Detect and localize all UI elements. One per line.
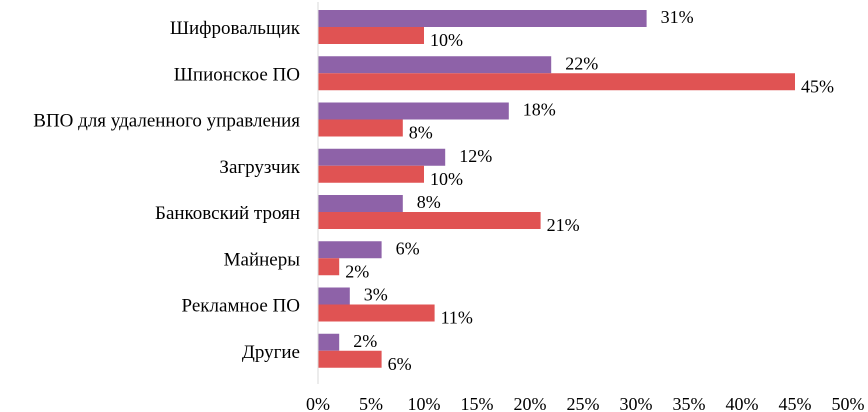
- x-tick-label: 30%: [620, 394, 653, 412]
- bar-series-2: [318, 350, 382, 368]
- data-label-series-2: 11%: [441, 308, 473, 328]
- x-axis-tick-labels: 0% 5% 10% 15% 20% 25% 30% 35% 40% 45% 50%: [306, 394, 865, 412]
- data-label-series-1: 6%: [396, 238, 420, 258]
- data-label-series-2: 10%: [430, 169, 463, 189]
- bar-series-2: [318, 119, 403, 137]
- x-tick-label: 5%: [359, 394, 383, 412]
- bar-series-1: [318, 102, 509, 120]
- data-label-series-2: 21%: [547, 215, 580, 235]
- x-tick-label: 45%: [779, 394, 812, 412]
- bar-series-1: [318, 287, 350, 305]
- bar-series-2: [318, 304, 435, 322]
- category-label: Шпионское ПО: [174, 64, 300, 85]
- bar-series-2: [318, 73, 795, 91]
- bar-series-1: [318, 333, 340, 351]
- data-label-series-2: 6%: [388, 354, 412, 374]
- bar-series-1: [318, 148, 446, 166]
- category-label: Загрузчик: [219, 157, 300, 178]
- x-tick-label: 25%: [567, 394, 600, 412]
- bar-series-2: [318, 212, 541, 229]
- bar-series-1: [318, 195, 403, 212]
- category-label: Другие: [242, 342, 300, 363]
- bar-series-1: [318, 10, 647, 27]
- bar-series-2: [318, 165, 424, 183]
- bars-layer: [318, 10, 795, 368]
- category-label: ВПО для удаленного управления: [33, 111, 300, 132]
- bar-series-1: [318, 241, 382, 259]
- x-tick-label: 35%: [673, 394, 706, 412]
- bar-series-2: [318, 27, 424, 44]
- category-labels-layer: Шифровальщик Шпионское ПО ВПО для удаленно…: [33, 18, 300, 363]
- data-label-series-1: 2%: [353, 331, 377, 351]
- category-label: Майнеры: [224, 249, 301, 270]
- x-tick-label: 40%: [726, 394, 759, 412]
- x-tick-label: 20%: [514, 394, 547, 412]
- bar-series-2: [318, 258, 340, 276]
- data-label-series-2: 8%: [409, 123, 433, 143]
- data-label-series-2: 10%: [430, 30, 463, 50]
- category-label: Банковский троян: [155, 203, 300, 224]
- data-label-series-1: 18%: [523, 100, 556, 120]
- bar-series-1: [318, 56, 552, 74]
- data-labels-layer: 31% 10% 22% 45% 18% 8% 12% 10% 8% 21% 6% 2% 3% 11% 2% 6…: [345, 7, 834, 374]
- x-tick-label: 50%: [832, 394, 865, 412]
- data-label-series-1: 12%: [459, 146, 492, 166]
- category-label: Рекламное ПО: [182, 296, 300, 317]
- x-tick-label: 15%: [461, 394, 494, 412]
- data-label-series-2: 2%: [345, 261, 369, 281]
- data-label-series-1: 8%: [417, 192, 441, 212]
- x-tick-label: 10%: [408, 394, 441, 412]
- category-label: Шифровальщик: [170, 18, 301, 39]
- data-label-series-1: 31%: [661, 7, 694, 27]
- x-tick-label: 0%: [306, 394, 330, 412]
- data-label-series-2: 45%: [801, 76, 834, 96]
- data-label-series-1: 3%: [364, 285, 388, 305]
- data-label-series-1: 22%: [565, 53, 598, 73]
